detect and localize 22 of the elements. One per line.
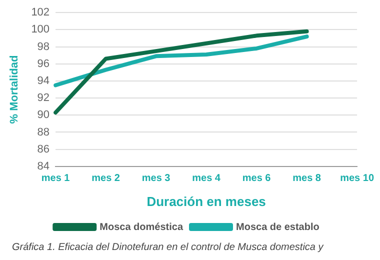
x-tick-label: mes 2 — [92, 173, 120, 184]
x-tick-label: mes 10 — [340, 173, 374, 184]
text: Gráfica 1. Eficacia del Dinotefuran en el control de Musca domestica y — [11, 242, 325, 253]
y-tick-label: 96 — [37, 58, 50, 70]
y-tick-label: 94 — [37, 74, 50, 87]
legend-label: Mosca doméstica — [100, 222, 184, 233]
y-tick-label: 86 — [37, 143, 50, 156]
x-tick-label: mes 3 — [142, 173, 171, 184]
y-tick-label: 90 — [37, 109, 50, 122]
x-tick-label: mes 8 — [292, 173, 322, 184]
y-tick-label: 88 — [37, 126, 50, 138]
y-tick-label: 98 — [37, 40, 50, 53]
x-tick-label: mes 6 — [242, 173, 272, 184]
x-axis-title: Duración en meses — [146, 194, 266, 209]
y-tick-label: 92 — [37, 92, 50, 104]
y-tick-label: 100 — [31, 24, 50, 36]
x-tick-label: mes 1 — [41, 173, 70, 184]
y-tick-label: 102 — [31, 6, 50, 19]
legend-label: Mosca de establo — [236, 222, 320, 233]
y-axis-title: % Mortalidad — [8, 55, 21, 124]
y-tick-label: 84 — [37, 160, 50, 172]
x-tick-label: mes 4 — [192, 173, 221, 184]
